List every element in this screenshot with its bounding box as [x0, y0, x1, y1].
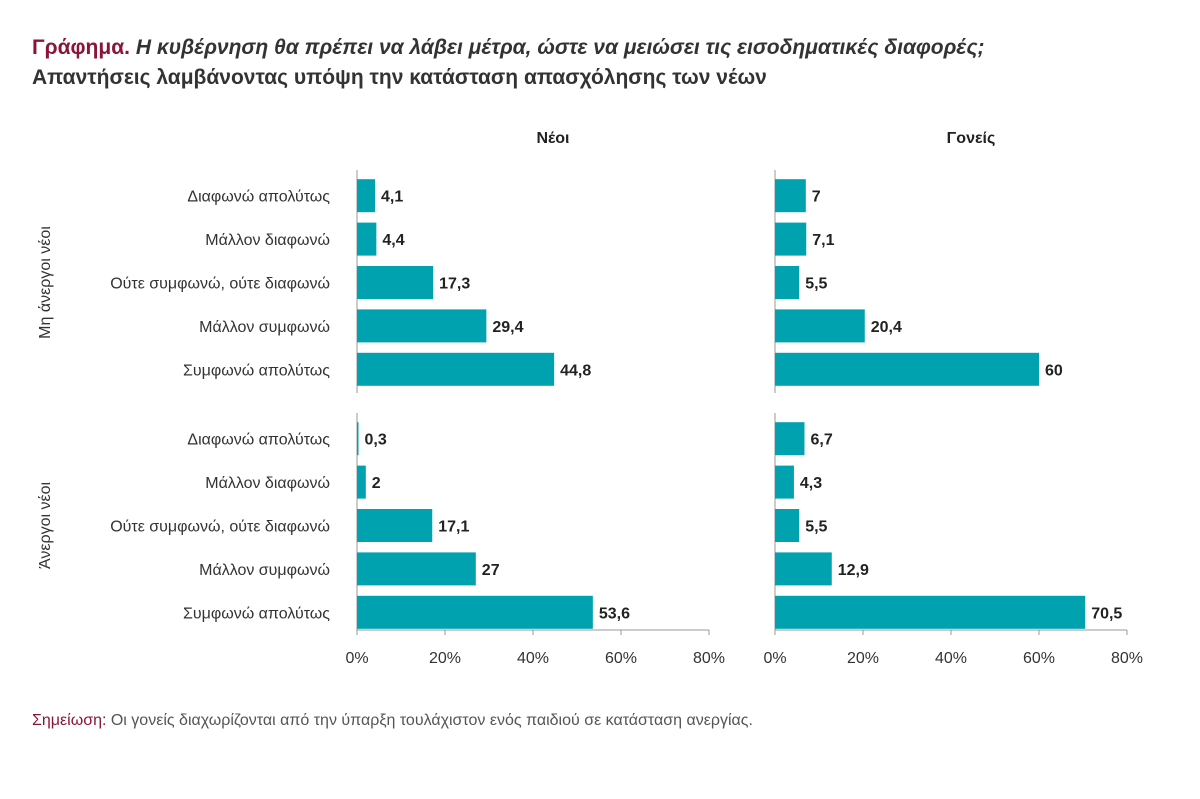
data-label: 60 [1045, 362, 1063, 379]
category-label: Συμφωνώ απολύτως [183, 605, 330, 622]
bar [775, 179, 806, 213]
x-tick-label: 20% [847, 650, 879, 667]
title-label: Γράφημα. [32, 36, 130, 59]
data-label: 20,4 [871, 319, 902, 336]
x-tick-label: 20% [429, 650, 461, 667]
x-tick-label: 80% [1111, 650, 1143, 667]
panel-title-parents: Γονείς [947, 130, 996, 147]
category-label: Ούτε συμφωνώ, ούτε διαφωνώ [110, 276, 330, 293]
bar [357, 595, 593, 629]
data-label: 5,5 [805, 519, 827, 536]
data-label: 12,9 [838, 562, 869, 579]
note-text: Οι γονείς διαχωρίζονται από την ύπαρξη τ… [110, 712, 753, 729]
group-label-unemployed: Άνεργοι νέοι [37, 482, 54, 570]
data-label: 5,5 [805, 276, 827, 293]
category-label: Διαφωνώ απολύτως [187, 432, 330, 449]
data-label: 2 [372, 475, 381, 492]
bar [775, 422, 805, 456]
category-label: Μάλλον συμφωνώ [199, 562, 330, 579]
category-label: Μάλλον συμφωνώ [199, 319, 330, 336]
bar [775, 352, 1039, 386]
panel-title-youth: Νέοι [537, 130, 570, 147]
data-label: 17,3 [439, 276, 470, 293]
data-label: 0,3 [365, 432, 387, 449]
bar [775, 222, 807, 256]
chart-title: Γράφημα. Η κυβέρνηση θα πρέπει να λάβει … [32, 33, 985, 93]
bar [357, 222, 377, 256]
data-label: 44,8 [560, 362, 591, 379]
data-label: 4,4 [382, 232, 404, 249]
category-label: Συμφωνώ απολύτως [183, 362, 330, 379]
x-tick-label: 60% [1023, 650, 1055, 667]
chart-subtitle: Απαντήσεις λαμβάνοντας υπόψη την κατάστα… [32, 66, 767, 89]
note-label: Σημείωση: [32, 712, 107, 729]
category-label: Μάλλον διαφωνώ [205, 232, 330, 249]
group-label-employed: Μη άνεργοι νέοι [37, 226, 54, 339]
bar [775, 465, 794, 499]
data-label: 4,1 [381, 189, 403, 206]
data-label: 70,5 [1091, 605, 1122, 622]
bar [775, 509, 800, 542]
category-label: Μάλλον διαφωνώ [205, 475, 330, 492]
data-label: 7,1 [812, 232, 834, 249]
x-tick-label: 0% [345, 650, 368, 667]
bar [775, 266, 800, 299]
x-tick-label: 40% [935, 650, 967, 667]
title-question: Η κυβέρνηση θα πρέπει να λάβει μέτρα, ώσ… [135, 36, 985, 59]
category-label: Διαφωνώ απολύτως [187, 189, 330, 206]
x-tick-label: 40% [517, 650, 549, 667]
bar [357, 179, 376, 213]
x-tick-label: 0% [763, 650, 786, 667]
bar [357, 509, 433, 542]
chart-note: Σημείωση: Οι γονείς διαχωρίζονται από τη… [32, 712, 753, 730]
data-label: 53,6 [599, 605, 630, 622]
bar [357, 465, 366, 499]
bar [357, 309, 487, 343]
data-label: 27 [482, 562, 500, 579]
data-label: 29,4 [492, 319, 523, 336]
x-tick-label: 80% [693, 650, 725, 667]
bar [357, 422, 359, 456]
x-tick-label: 60% [605, 650, 637, 667]
bar [357, 552, 476, 586]
bar [775, 552, 832, 586]
bar [775, 595, 1086, 629]
bar [775, 309, 865, 343]
bar [357, 266, 434, 299]
data-label: 4,3 [800, 475, 822, 492]
data-label: 6,7 [810, 432, 832, 449]
data-label: 17,1 [438, 519, 469, 536]
data-label: 7 [812, 189, 821, 206]
category-label: Ούτε συμφωνώ, ούτε διαφωνώ [110, 519, 330, 536]
bar [357, 352, 555, 386]
